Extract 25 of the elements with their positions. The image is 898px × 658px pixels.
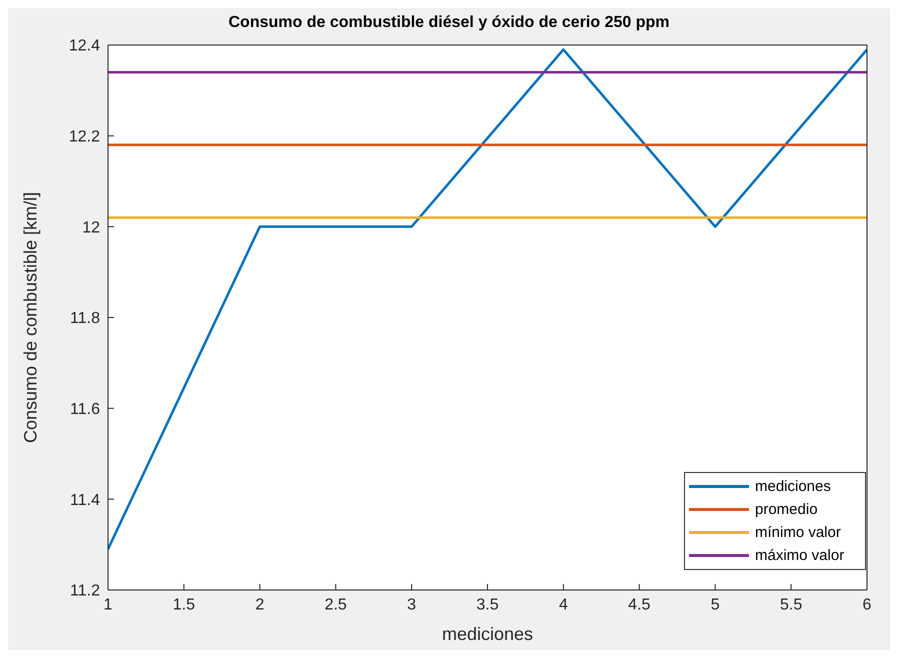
y-tick-label: 12 — [82, 219, 100, 236]
legend-label: máximo valor — [755, 546, 844, 566]
x-tick-label: 2.5 — [324, 596, 347, 614]
y-tick-label: 12.4 — [68, 38, 100, 55]
x-tick-label: 4 — [558, 596, 568, 614]
x-tick-label: 1 — [104, 596, 113, 614]
y-tick-label: 11.8 — [70, 310, 100, 328]
y-tick-label: 11.6 — [70, 401, 100, 418]
legend-label: mediciones — [755, 477, 831, 497]
y-tick-label: 11.2 — [70, 582, 100, 600]
x-axis-title: mediciones — [442, 624, 534, 644]
x-tick-label: 5 — [710, 596, 720, 614]
x-tick-label: 6 — [862, 596, 872, 614]
legend-label: promedio — [755, 500, 818, 520]
y-tick-label: 11.4 — [70, 492, 100, 509]
x-tick-label: 4.5 — [628, 596, 651, 614]
legend-label: mínimo valor — [755, 523, 841, 543]
chart-title: Consumo de combustible diésel y óxido de cerio 250 ppm — [228, 14, 670, 32]
x-tick-label: 5.5 — [780, 596, 802, 614]
x-tick-label: 3.5 — [476, 596, 499, 614]
y-tick-label: 12.2 — [68, 128, 100, 146]
x-tick-label: 1.5 — [172, 596, 196, 614]
y-axis-title: Consumo de combustible [km/l] — [20, 192, 40, 444]
x-tick-label: 3 — [407, 596, 416, 614]
x-tick-label: 2 — [255, 596, 264, 614]
